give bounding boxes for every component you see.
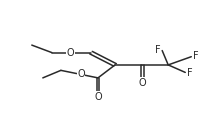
Text: O: O: [66, 48, 74, 58]
Text: O: O: [77, 69, 85, 79]
Text: F: F: [187, 68, 193, 78]
Text: F: F: [193, 51, 199, 61]
Text: F: F: [155, 45, 161, 55]
Text: O: O: [94, 92, 102, 102]
Text: O: O: [138, 78, 146, 88]
